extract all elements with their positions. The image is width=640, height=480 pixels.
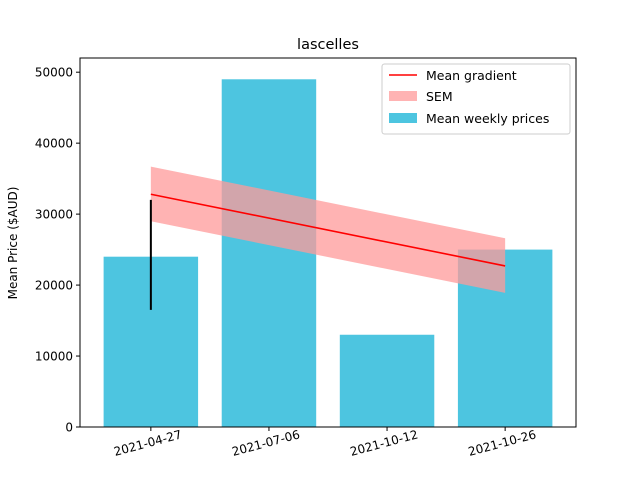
legend-sem-swatch [389,91,417,101]
mean-gradient-line [150,193,506,267]
legend-mean-weekly-prices-swatch [389,113,417,123]
trend-layer [150,193,506,267]
bar-2021-10-12 [339,334,435,427]
y-tick-label-40000: 40000 [35,137,73,151]
y-tick-label-20000: 20000 [35,279,73,293]
x-axis: 2021-04-27 2021-07-06 2021-10-12 2021-10-26 [112,427,538,459]
bar-2021-07-06 [221,79,317,428]
legend-mean-weekly-prices-label: Mean weekly prices [426,111,549,126]
legend-mean-gradient-label: Mean gradient [426,68,517,83]
y-tick-label-50000: 50000 [35,66,73,80]
chart-title: lascelles [297,37,359,53]
y-axis: 0 10000 20000 30000 40000 50000 [35,66,80,435]
y-tick-label-0: 0 [65,421,73,435]
x-tick-label-2021-07-06: 2021-07-06 [230,427,301,459]
x-tick-label-2021-10-12: 2021-10-12 [349,427,420,459]
x-tick-label-2021-04-27: 2021-04-27 [112,427,183,459]
x-tick-label-2021-10-26: 2021-10-26 [467,427,538,459]
legend-sem-label: SEM [426,89,453,104]
legend-box [381,63,571,135]
plot-frame [79,57,577,428]
y-tick-label-30000: 30000 [35,208,73,222]
legend: Mean gradient SEM Mean weekly prices [381,63,571,135]
y-tick-label-10000: 10000 [35,350,73,364]
y-axis-label: Mean Price ($AUD) [6,187,20,300]
